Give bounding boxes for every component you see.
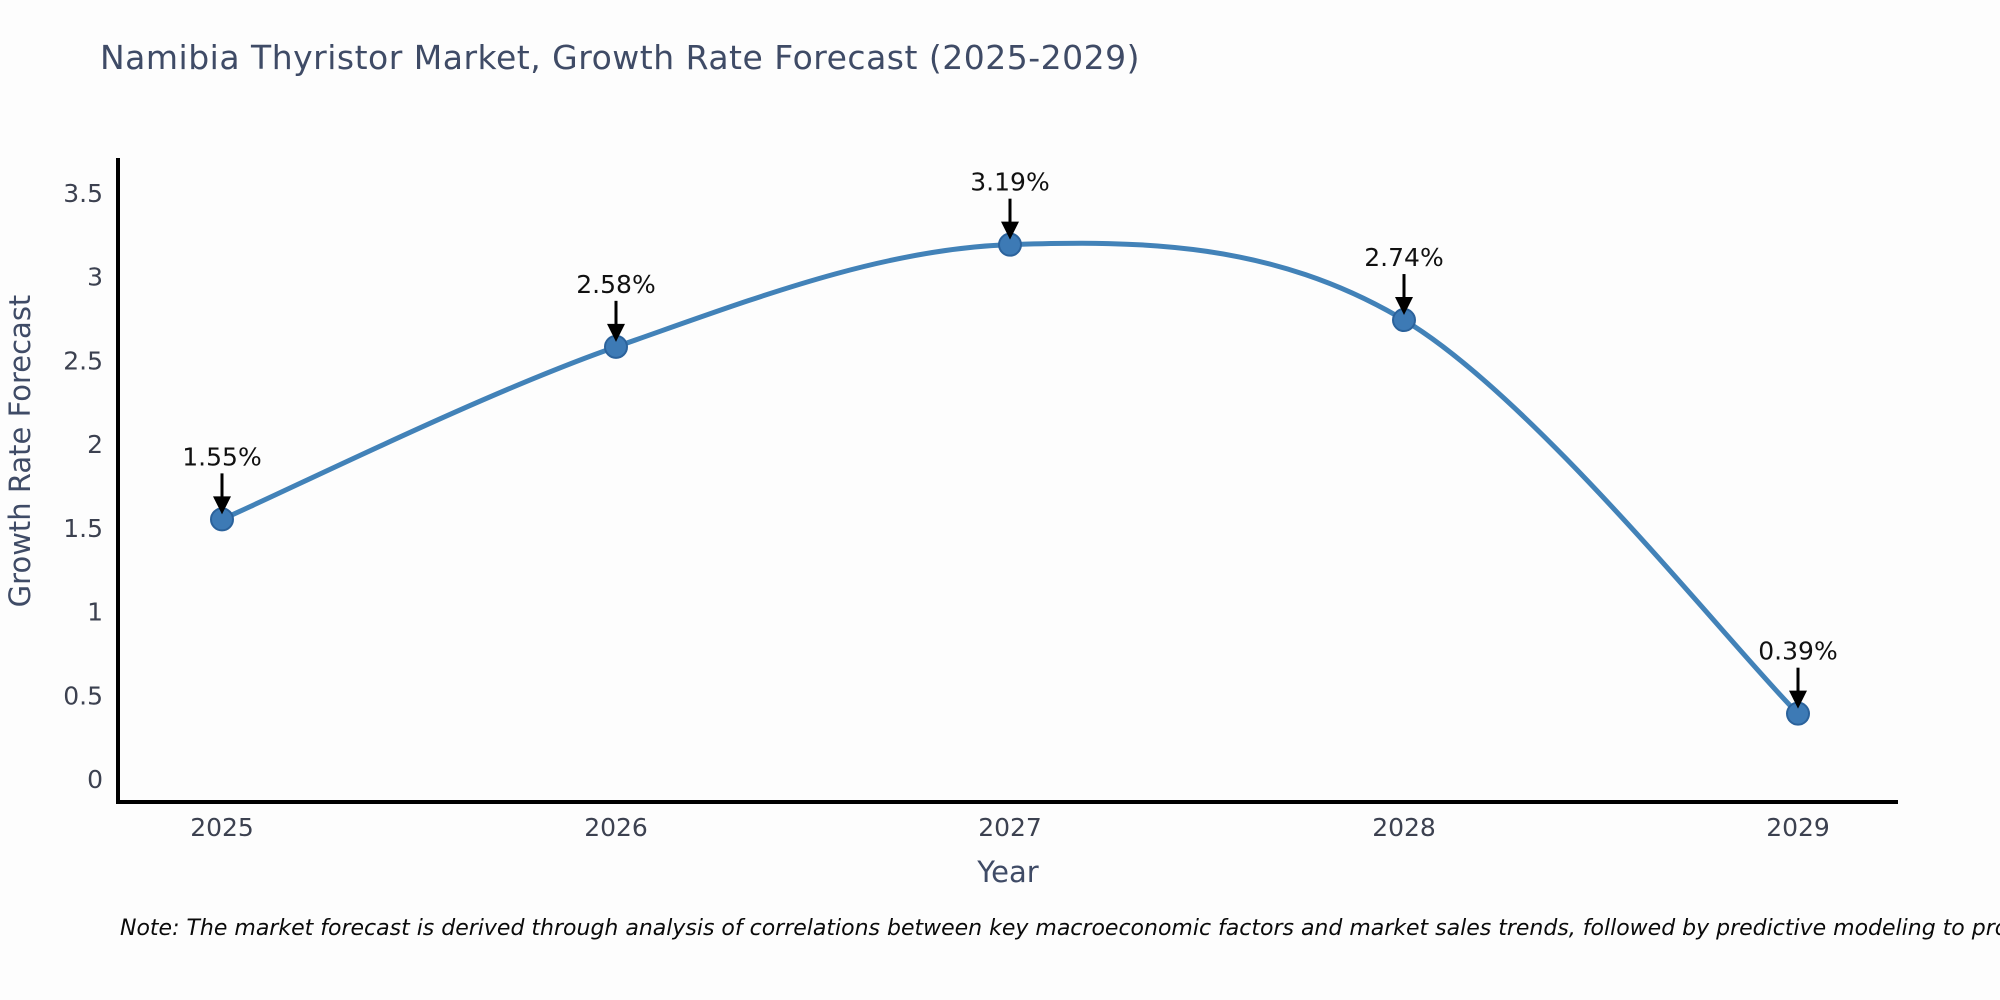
point-value-label: 1.55% bbox=[182, 442, 261, 471]
point-value-label: 2.74% bbox=[1364, 243, 1443, 272]
annotation-arrow-head bbox=[1395, 297, 1413, 316]
annotation-layer: 1.55% 2.58% 3.19% 2.74% 0.39% bbox=[182, 168, 1838, 709]
footnote: Note: The market forecast is derived thr… bbox=[120, 916, 2000, 941]
x-tick-label: 2026 bbox=[584, 813, 648, 842]
x-axis-title: Year bbox=[976, 855, 1038, 889]
x-tick-label: 2028 bbox=[1372, 813, 1436, 842]
y-tick-label: 0.5 bbox=[63, 681, 103, 710]
point-annotation: 3.19% bbox=[970, 168, 1050, 240]
point-annotation: 2.58% bbox=[576, 270, 656, 342]
point-value-label: 2.58% bbox=[576, 270, 655, 299]
annotation-arrow-head bbox=[1001, 221, 1019, 240]
forecast-spline-line bbox=[219, 240, 1801, 717]
y-tick-label: 2 bbox=[87, 430, 103, 459]
x-tick-label: 2027 bbox=[978, 813, 1042, 842]
series-layer bbox=[210, 232, 1810, 726]
ticks-layer: 0 0.5 1 1.5 2 2.5 3 3.5 2025 2026 2027 2028 2029 bbox=[63, 179, 1830, 842]
y-tick-label: 0 bbox=[87, 765, 103, 794]
point-value-label: 3.19% bbox=[970, 168, 1049, 197]
y-axis-title: Growth Rate Forecast bbox=[3, 295, 37, 608]
y-tick-label: 2.5 bbox=[63, 346, 103, 375]
point-value-label: 0.39% bbox=[1758, 637, 1837, 666]
chart-title: Namibia Thyristor Market, Growth Rate Fo… bbox=[100, 38, 1141, 77]
x-tick-label: 2025 bbox=[190, 813, 254, 842]
y-tick-label: 3 bbox=[87, 263, 103, 292]
axes-layer bbox=[116, 158, 1898, 804]
point-annotation: 2.74% bbox=[1364, 243, 1444, 316]
y-tick-label: 1.5 bbox=[63, 514, 103, 543]
y-tick-label: 1 bbox=[87, 598, 103, 627]
annotation-arrow-head bbox=[1789, 690, 1807, 709]
point-annotation: 0.39% bbox=[1758, 637, 1838, 709]
point-annotation: 1.55% bbox=[182, 442, 262, 515]
annotation-arrow-head bbox=[213, 496, 231, 515]
annotation-arrow-head bbox=[607, 323, 625, 342]
y-tick-label: 3.5 bbox=[63, 179, 103, 208]
x-tick-label: 2029 bbox=[1766, 813, 1830, 842]
